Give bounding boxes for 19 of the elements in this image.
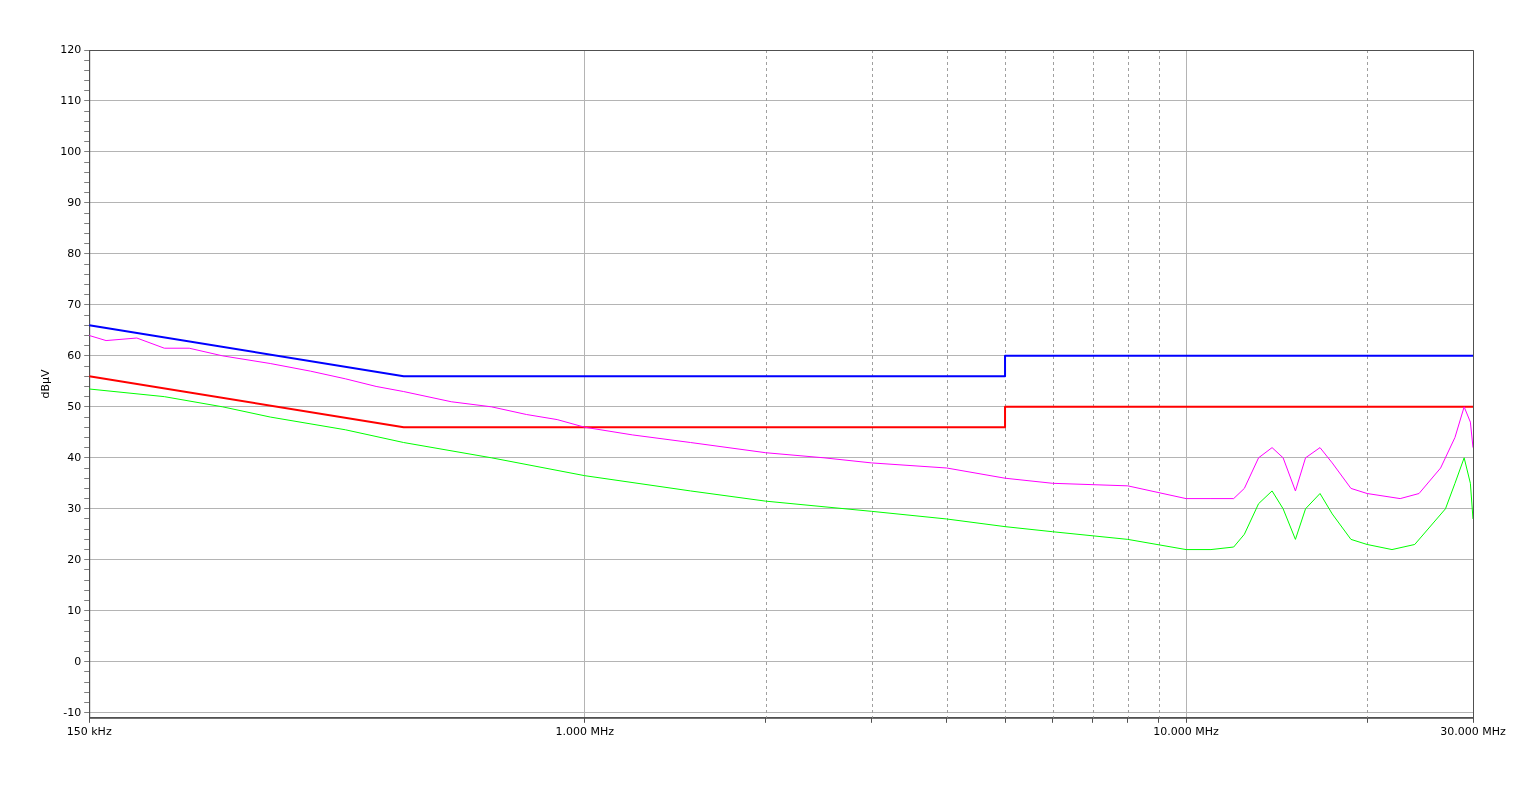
y-tick-label: 40 [67, 450, 82, 464]
y-tick-label: -10 [63, 705, 82, 719]
y-tick-label: 10 [67, 603, 82, 617]
y-tick-label: 60 [67, 348, 82, 362]
x-tick-label: 1.000 MHz [555, 725, 615, 739]
y-tick-label: 110 [60, 93, 82, 107]
y-tick-label: 0 [74, 654, 82, 668]
y-tick-label: 20 [67, 552, 82, 566]
x-tick-label: 10.000 MHz [1153, 725, 1220, 739]
y-tick-label: 120 [60, 42, 82, 56]
y-tick-label: 80 [67, 246, 82, 260]
y-tick-label: 30 [67, 501, 82, 515]
x-tick-label: 150 kHz [66, 725, 112, 739]
y-tick-label: 70 [67, 297, 82, 311]
x-tick-label: 30.000 MHz [1440, 725, 1506, 739]
y-tick-label: 100 [60, 144, 82, 158]
y-axis-title: dBµV [39, 368, 53, 399]
y-tick-label: 90 [67, 195, 82, 209]
y-tick-label: 50 [67, 399, 82, 413]
